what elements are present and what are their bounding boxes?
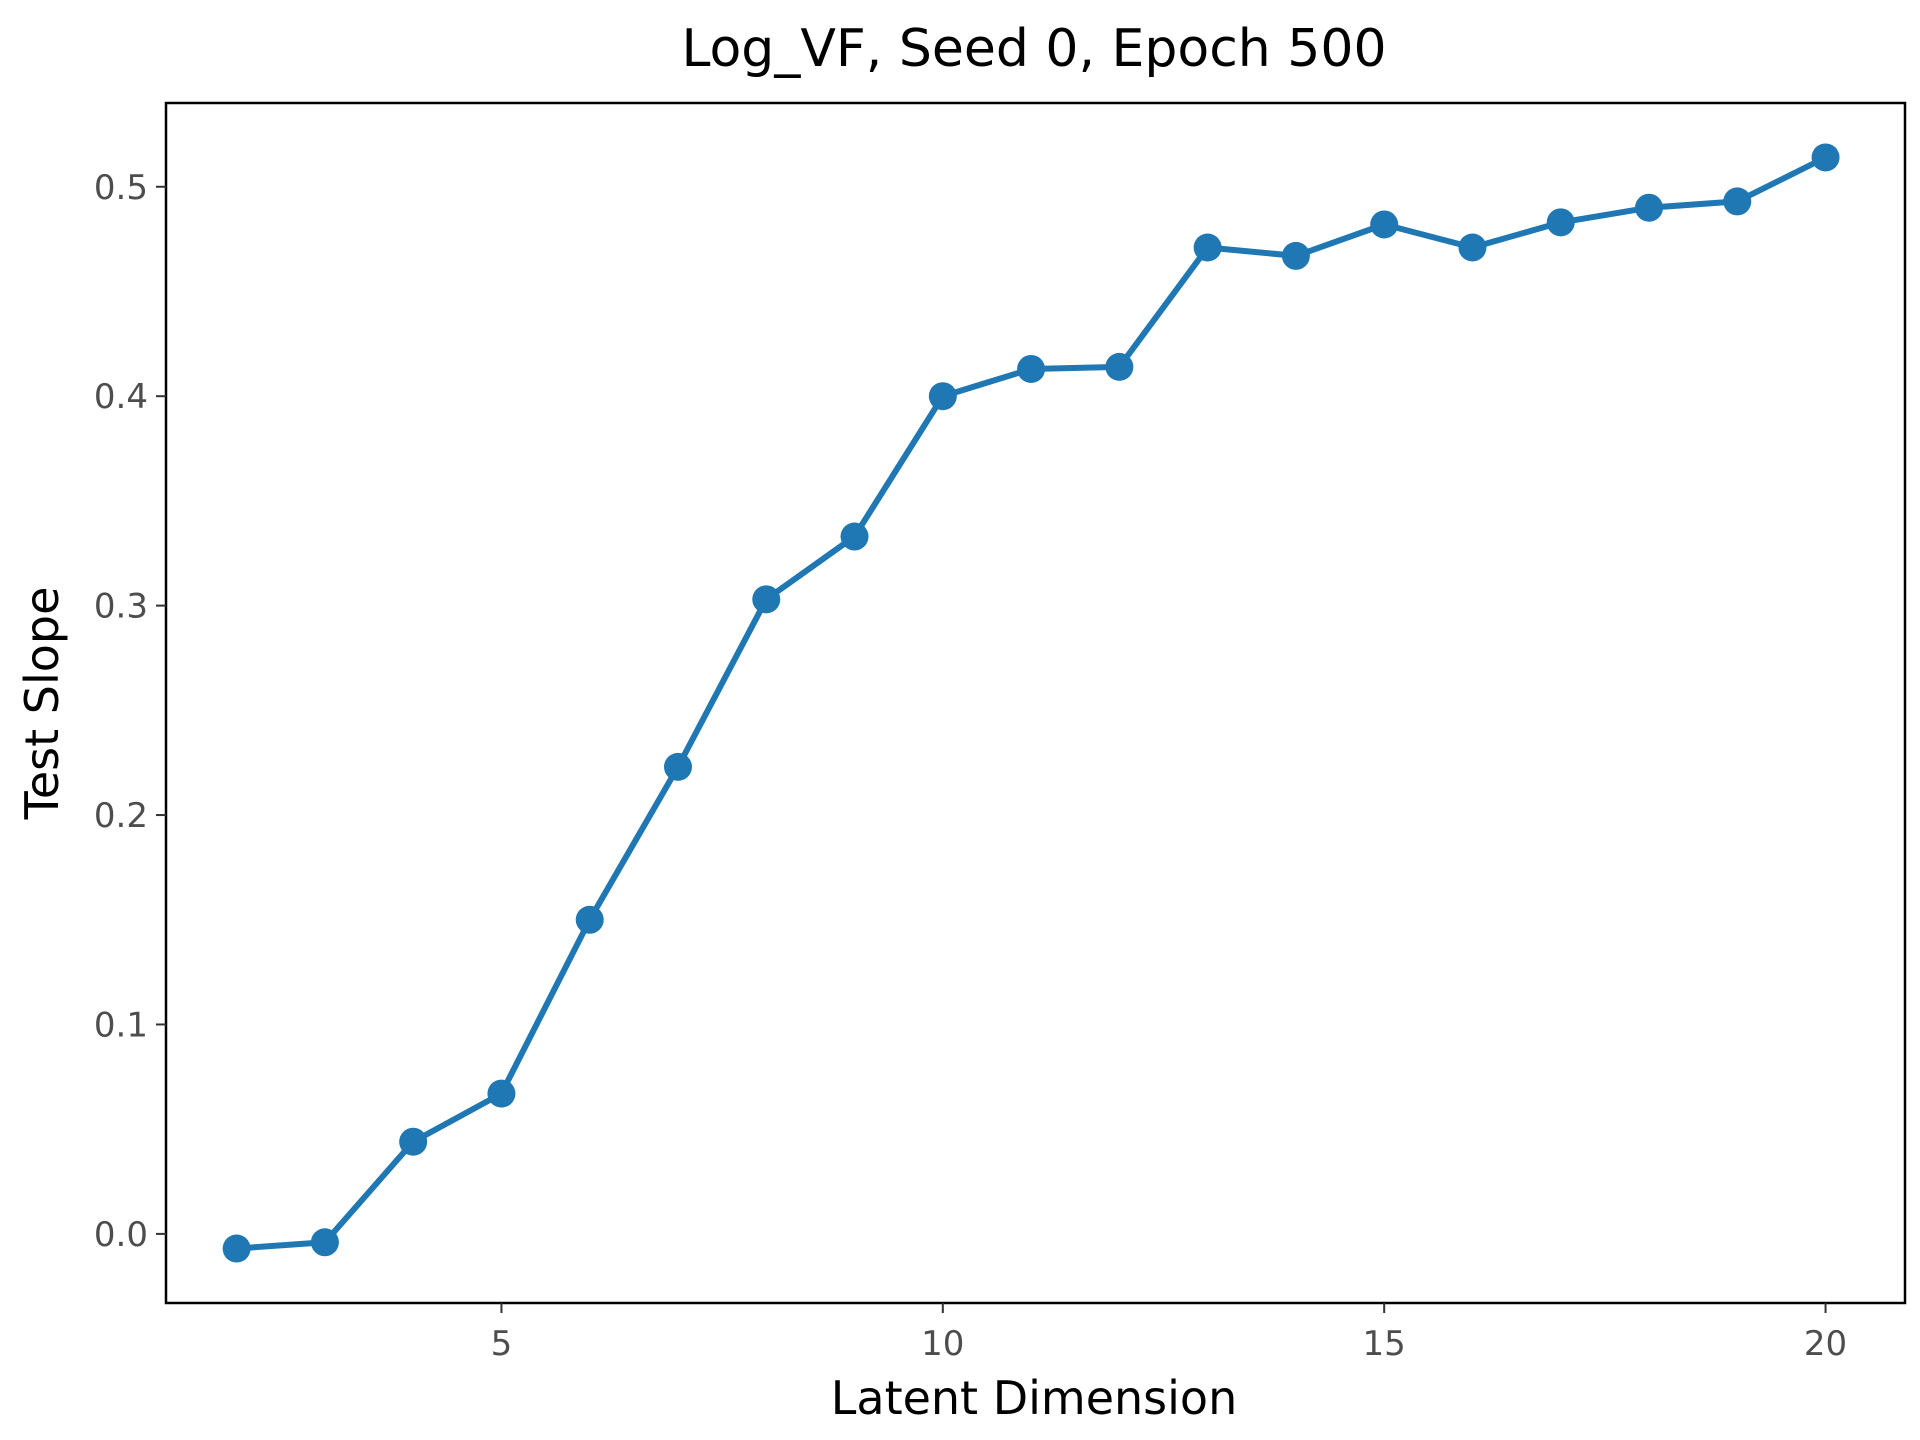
y-tick-label: 0.2 xyxy=(94,796,148,836)
data-point xyxy=(310,1228,339,1257)
data-point xyxy=(928,382,957,411)
y-tick-label: 0.1 xyxy=(94,1005,148,1045)
y-tick-label: 0.5 xyxy=(94,168,148,208)
x-tick-label: 5 xyxy=(491,1324,513,1364)
plot-frame xyxy=(164,101,1907,1305)
data-point xyxy=(1811,143,1840,172)
x-axis: 5 10 15 20 xyxy=(491,1303,1847,1364)
series-line xyxy=(233,154,1829,1252)
data-point xyxy=(222,1234,251,1263)
y-tick-label: 0.0 xyxy=(94,1215,148,1255)
x-axis-label: Latent Dimension xyxy=(831,1371,1237,1425)
y-axis-label: Test Slope xyxy=(15,587,69,821)
data-point xyxy=(663,752,692,781)
x-tick-label: 10 xyxy=(921,1324,964,1364)
data-point xyxy=(1281,241,1310,270)
data-point xyxy=(487,1079,516,1108)
data-point xyxy=(1105,352,1134,381)
data-point xyxy=(840,522,869,551)
x-tick-label: 20 xyxy=(1804,1324,1847,1364)
y-tick-label: 0.3 xyxy=(94,587,148,627)
data-point xyxy=(1723,187,1752,216)
data-point xyxy=(752,585,781,614)
data-point xyxy=(1458,233,1487,262)
data-point xyxy=(1370,210,1399,239)
data-point xyxy=(1193,233,1222,262)
data-point xyxy=(399,1127,428,1156)
x-tick-label: 15 xyxy=(1363,1324,1406,1364)
y-axis: 0.0 0.1 0.2 0.3 0.4 0.5 xyxy=(94,168,166,1255)
data-point xyxy=(575,905,604,934)
y-tick-label: 0.4 xyxy=(94,377,148,417)
chart-title: Log_VF, Seed 0, Epoch 500 xyxy=(681,19,1386,79)
data-point xyxy=(1017,354,1046,383)
data-point xyxy=(1635,193,1664,222)
series-layer xyxy=(222,143,1840,1263)
data-point xyxy=(1546,208,1575,237)
